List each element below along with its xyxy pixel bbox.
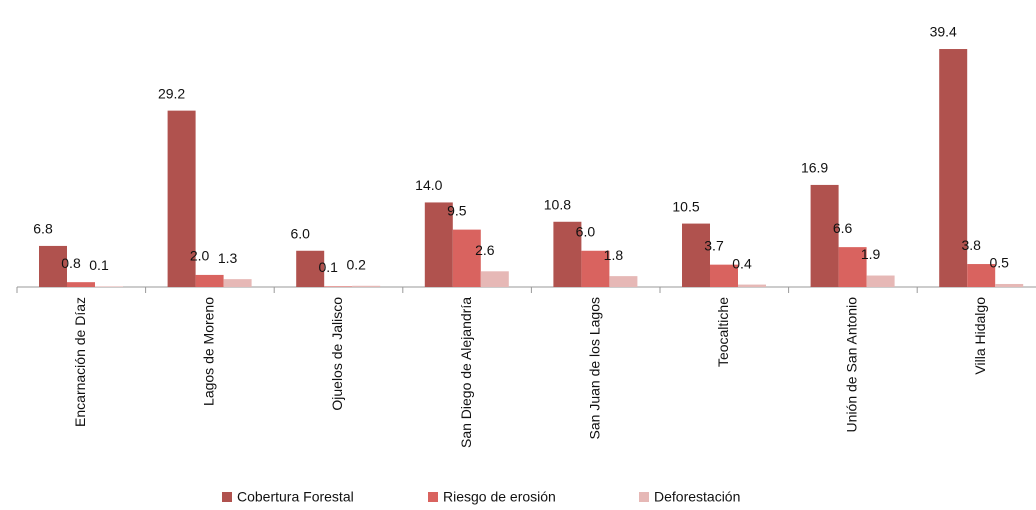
bar: [296, 250, 325, 287]
bar: [195, 274, 224, 287]
x-tick-label: Teocaltiche: [715, 297, 731, 367]
legend-label: Deforestación: [654, 489, 740, 505]
bar: [866, 275, 895, 287]
data-label: 0.5: [989, 255, 1009, 271]
data-label: 0.4: [732, 255, 752, 271]
bar: [39, 245, 67, 287]
bar: [967, 264, 996, 287]
x-tick-label: Encarnación de Díaz: [72, 297, 88, 427]
bar: [67, 282, 95, 287]
bar: [995, 283, 1024, 287]
data-label: 6.0: [576, 223, 596, 239]
bar: [223, 279, 252, 287]
data-label: 0.1: [318, 259, 338, 275]
bar: [95, 286, 123, 287]
data-label: 3.8: [961, 237, 981, 253]
bar: [609, 276, 638, 287]
data-label: 2.0: [190, 248, 210, 264]
data-label: 1.9: [861, 246, 881, 262]
bar: [682, 223, 710, 287]
data-label: 0.8: [61, 255, 81, 271]
data-label: 9.5: [447, 202, 467, 218]
bar: [167, 110, 196, 287]
x-tick-label: San Juan de los Lagos: [586, 297, 602, 439]
legend-swatch: [639, 492, 649, 502]
data-label: 2.6: [475, 242, 495, 258]
legend-label: Cobertura Forestal: [237, 489, 354, 505]
legend-swatch: [428, 492, 438, 502]
bar: [424, 202, 453, 287]
legend-label: Riesgo de erosión: [443, 489, 556, 505]
data-label: 0.1: [89, 257, 109, 273]
data-label: 10.5: [672, 198, 699, 214]
data-label: 29.2: [158, 85, 185, 101]
data-label: 3.7: [704, 237, 724, 253]
bar: [738, 284, 766, 287]
bar: [939, 49, 968, 287]
x-tick-label: Ojuelos de Jalisco: [329, 297, 345, 411]
x-tick-label: Lagos de Moreno: [201, 297, 217, 406]
data-label: 14.0: [415, 177, 442, 193]
bar: [810, 184, 839, 287]
bar: [324, 286, 353, 287]
data-label: 0.2: [346, 256, 366, 272]
bar: [553, 221, 582, 287]
data-label: 10.8: [544, 196, 571, 212]
bar: [838, 247, 867, 287]
bar: [710, 264, 738, 287]
x-tick-label: Villa Hidalgo: [972, 297, 988, 375]
legend-swatch: [222, 492, 232, 502]
x-tick-label: San Diego de Alejandría: [458, 297, 474, 448]
data-label: 1.8: [604, 247, 624, 263]
data-label: 16.9: [801, 160, 828, 176]
bar: [581, 250, 610, 287]
data-label: 6.6: [833, 220, 853, 236]
data-label: 39.4: [930, 24, 957, 40]
data-label: 1.3: [218, 250, 238, 266]
x-tick-label: Unión de San Antonio: [844, 297, 860, 433]
bar: [452, 229, 481, 287]
bar: [352, 285, 381, 287]
data-label: 6.8: [33, 221, 53, 237]
bar: [480, 271, 509, 287]
data-label: 6.0: [290, 225, 310, 241]
